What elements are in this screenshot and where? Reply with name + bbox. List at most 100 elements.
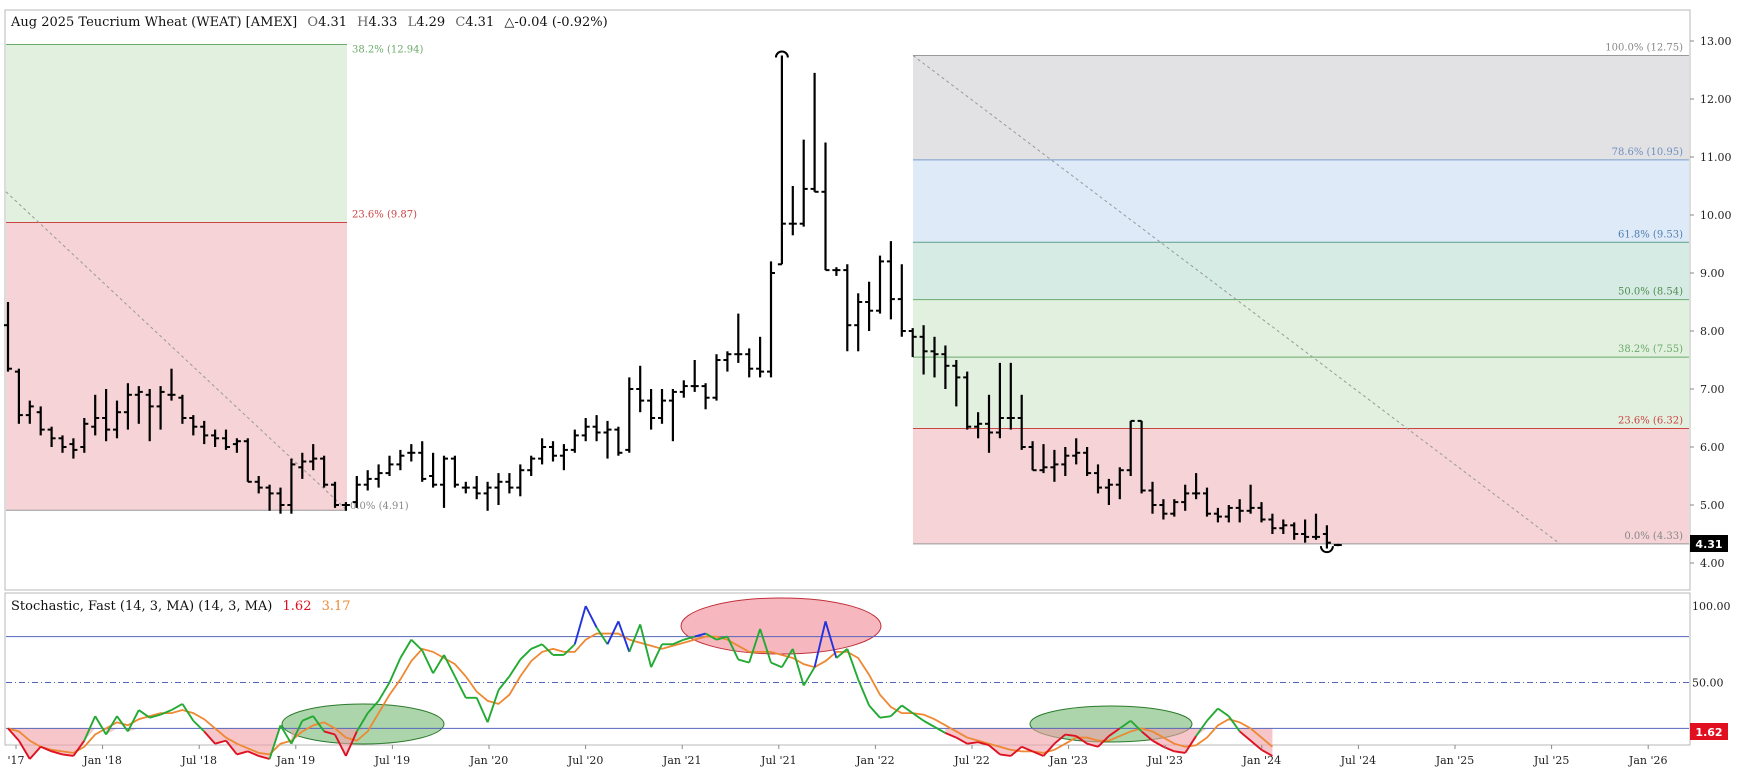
stochastic-k-segment [192,720,205,733]
stochastic-k-segment [399,639,413,659]
time-axis-label: Jul '20 [567,754,604,767]
stochastic-k-segment [62,753,74,757]
stochastic-k-segment [639,624,653,668]
swing-high-marker [774,50,789,58]
ohlc-bar [1246,484,1255,514]
time-axis-label: Jul '22 [953,754,990,767]
last-price-tag-text: 4.31 [1695,538,1722,551]
stochastic-k-segment [377,682,391,702]
stochastic-d-value: 3.17 [322,599,351,614]
stochastic-panel: 100.00 50.00 1.62 Stochastic, Fast (14, 3… [4,592,1731,760]
time-axis-label: Jul '23 [1146,754,1183,767]
high-value: 4.33 [369,15,398,30]
ohlc-bar [4,302,12,372]
chart-header: Aug 2025 Teucrium Wheat (WEAT) [AMEX] O4… [10,15,608,30]
ohlc-bar [1028,441,1037,472]
stochastic-k-segment [1239,730,1252,742]
stochastic-k-segment [1021,745,1033,753]
change-value: △-0.04 (-0.92%) [504,15,607,30]
ohlc-bar [974,412,983,439]
stochastic-k-segment [29,746,42,760]
close-label: C [455,15,465,30]
stochastic-k-segment [923,719,935,728]
ohlc-bar [941,345,950,389]
stochastic-k-segment [1261,748,1273,757]
stochastic-k-segment [203,730,216,745]
stochastic-k-segment [748,628,762,663]
stochastic-k-segment [72,740,86,757]
stochastic-k-segment [824,621,838,659]
stochastic-k-segment [835,648,848,659]
stochastic-k-segment [323,730,336,736]
price-panel: 0.0% (4.91) 23.6% (9.87) 38.2% (12.94) 0.0… [4,9,1732,591]
ohlc-bar [287,458,296,514]
stochastic-k-segment [977,741,990,747]
stochastic-k-segment [51,750,63,756]
stochastic-k-segment [454,675,467,699]
ohlc-bar [276,487,285,514]
ohlc-bar [668,389,677,442]
stochastic-k-segment [1206,707,1219,722]
ohlc-bar [1235,499,1244,523]
stochastic-k-segment [694,632,706,638]
time-axis: '17 Jan '18 Jul '18 Jan '19 Jul '19 Jan '20 Ju… [7,745,1667,767]
stochastic-k-segment [366,700,380,714]
ohlc-bar [189,415,198,436]
price-axis-label: 8.00 [1700,325,1725,338]
stochastic-k-segment [355,712,369,732]
stochastic-k-segment [650,643,663,668]
fib1-level-label: 23.6% (9.87) [352,210,417,221]
ohlc-bar [222,429,230,450]
stochastic-k-segment [563,643,576,656]
ohlc-bar [123,383,132,430]
stochastic-k-segment [1065,733,1077,737]
ohlc-bar [200,420,209,445]
ohlc-bar [876,255,884,314]
ohlc-bar [1083,447,1092,476]
time-axis-label: Jul '24 [1340,754,1377,767]
stochastic-k-segment [606,620,620,645]
fib2-zone [913,428,1689,544]
stochastic-k-segment [1140,730,1154,742]
ohlc-bar [930,336,939,378]
stochastic-k-segment [999,753,1011,757]
time-axis-label: Jan '21 [662,754,702,767]
ohlc-bar [418,441,427,482]
time-axis-label: Jul '21 [760,754,797,767]
ohlc-bar [505,473,514,494]
open-label: O [307,15,318,30]
ohlc-bar [243,438,252,483]
price-axis-label: 11.00 [1700,151,1732,164]
ohlc-bar [516,464,525,497]
stochastic-k-segment [268,725,282,760]
fib2-level-label: 23.6% (6.32) [1618,415,1683,426]
ohlc-bar [167,368,176,401]
stochastic-k-segment [1195,720,1208,737]
ohlc-bar [821,142,830,272]
ohlc-bar [734,313,743,363]
time-axis-label: Jul '18 [180,754,217,767]
ohlc-bar [1301,519,1310,543]
low-label: L [408,15,417,30]
stochastic-k-segment [40,745,52,753]
stochastic-k-segment [672,638,685,646]
stochastic-reference-lines [6,636,1689,729]
ohlc-bar [1017,394,1026,450]
ohlc-bar [352,476,361,508]
ohlc-bar [1224,505,1233,523]
fib2-zone [913,159,1689,243]
ohlc-bar [1279,519,1288,534]
ohlc-bar [810,72,819,193]
stochastic-k-segment [181,703,195,722]
stochastic-k-segment [1174,750,1186,754]
ohlc-bar [690,360,699,392]
ohlc-bar [963,371,972,430]
stochastic-k-segment [1032,750,1044,757]
stochastic-k-segment [781,648,794,668]
ohlc-bar [1333,543,1342,547]
time-axis-label: Jan '23 [1048,754,1088,767]
stochastic-k-segment [410,638,423,652]
price-axis-label: 12.00 [1700,93,1732,106]
stochastic-k-segment [595,626,609,645]
